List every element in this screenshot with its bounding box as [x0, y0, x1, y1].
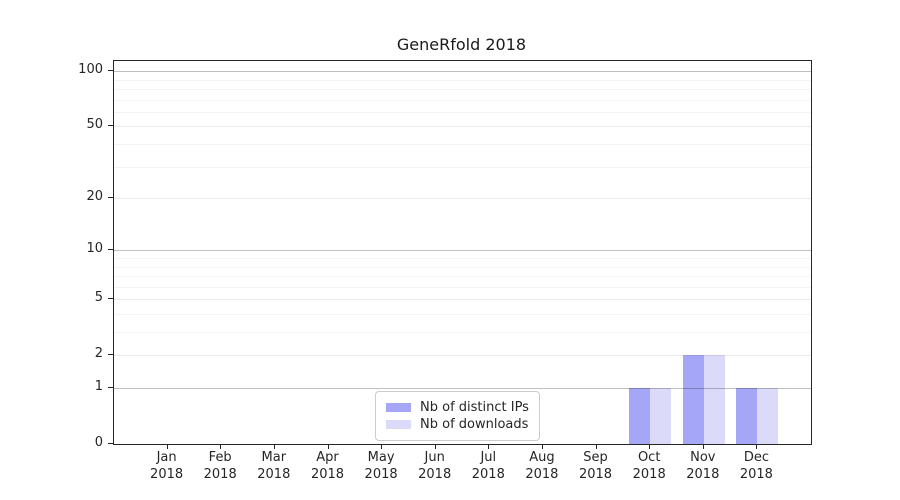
x-tick-month: Aug: [529, 450, 555, 465]
bar-distinct-ips-oct: [629, 388, 651, 444]
x-tick-month: Mar: [261, 450, 287, 465]
x-tick-label: Nov 2018: [673, 449, 733, 483]
x-tick-mark: [595, 444, 597, 449]
x-tick-year: 2018: [203, 467, 237, 482]
y-tick-label: 100: [78, 62, 103, 78]
x-tick-year: 2018: [578, 467, 613, 482]
gridline-major: [114, 198, 811, 200]
x-tick-month: May: [367, 450, 395, 465]
gridline-minor: [114, 99, 811, 101]
gridline-minor: [114, 286, 811, 288]
x-tick-label: Jan 2018: [137, 449, 197, 483]
x-tick-mark: [273, 444, 275, 449]
x-tick-year: 2018: [364, 467, 398, 482]
y-tick-mark: [108, 197, 113, 199]
gridline-minor: [114, 276, 811, 277]
bar-downloads-nov: [703, 355, 725, 444]
legend-swatch-distinct-ips: [386, 403, 411, 412]
gridline-major: [114, 299, 811, 301]
legend: Nb of distinct IPs Nb of downloads: [375, 391, 540, 441]
x-tick-mark: [541, 444, 543, 449]
x-tick-mark: [220, 444, 222, 449]
x-tick-month: Dec: [743, 450, 769, 465]
x-tick-year: 2018: [525, 467, 559, 482]
gridline-minor: [114, 89, 811, 90]
legend-label-downloads: Nb of downloads: [420, 417, 529, 432]
x-tick-year: 2018: [418, 467, 452, 482]
x-tick-mark: [327, 444, 329, 449]
x-tick-label: Oct 2018: [619, 449, 679, 483]
gridline-minor: [114, 258, 811, 259]
x-tick-month: Jul: [480, 450, 497, 465]
legend-item-distinct-ips: Nb of distinct IPs: [386, 399, 529, 416]
bar-distinct-ips-dec: [736, 388, 758, 444]
bar-distinct-ips-nov: [682, 355, 704, 444]
x-tick-year: 2018: [471, 467, 505, 482]
x-tick-month: Jun: [424, 450, 445, 465]
gridline-major: [114, 126, 811, 128]
y-tick-label: 20: [86, 189, 103, 205]
x-tick-year: 2018: [310, 467, 345, 482]
x-tick-label: Dec 2018: [726, 449, 786, 483]
y-tick-label: 2: [94, 346, 103, 362]
gridline-major: [114, 355, 811, 357]
x-tick-month: Apr: [316, 450, 339, 465]
x-tick-year: 2018: [257, 467, 291, 482]
x-tick-year: 2018: [150, 467, 184, 482]
gridline-minor: [114, 79, 811, 81]
x-tick-month: Jan: [156, 450, 177, 465]
x-tick-year: 2018: [686, 467, 720, 482]
y-tick-mark: [108, 70, 113, 72]
x-tick-label: Jun 2018: [405, 449, 465, 483]
gridline-minor: [114, 111, 811, 113]
y-tick-mark: [108, 125, 113, 127]
y-tick-mark: [108, 249, 113, 251]
x-tick-year: 2018: [739, 467, 773, 482]
y-tick-mark: [108, 387, 113, 388]
gridline-major: [114, 250, 811, 252]
x-tick-month: Feb: [208, 450, 232, 465]
x-tick-mark: [166, 444, 168, 449]
x-tick-label: Jul 2018: [458, 449, 518, 483]
x-tick-mark: [434, 444, 436, 449]
x-tick-mark: [488, 444, 490, 449]
legend-swatch-downloads: [386, 420, 411, 429]
gridline-minor: [114, 266, 811, 268]
x-tick-mark: [756, 444, 758, 449]
chart-title: GeneRfold 2018: [396, 35, 527, 54]
y-tick-label: 5: [94, 290, 103, 306]
x-tick-month: Oct: [637, 450, 661, 465]
gridline-major: [114, 71, 811, 73]
legend-label-distinct-ips: Nb of distinct IPs: [420, 400, 529, 415]
x-tick-mark: [702, 444, 704, 449]
x-tick-label: Mar 2018: [244, 449, 304, 483]
bar-downloads-oct: [650, 388, 672, 444]
plot-area: [113, 60, 812, 445]
gridline-minor: [114, 314, 811, 315]
y-tick-mark: [108, 298, 113, 300]
x-tick-mark: [381, 444, 383, 449]
y-tick-mark: [108, 443, 113, 444]
y-tick-label: 0: [94, 435, 103, 450]
gridline-minor: [114, 332, 811, 333]
x-tick-label: May 2018: [351, 449, 411, 483]
y-tick-mark: [108, 354, 113, 356]
x-tick-month: Nov: [690, 450, 716, 465]
x-tick-mark: [649, 444, 651, 449]
bar-downloads-dec: [757, 388, 779, 444]
x-tick-month: Sep: [583, 450, 608, 465]
gridline-minor: [114, 166, 811, 168]
gridline-minor: [114, 144, 811, 145]
x-tick-label: Feb 2018: [190, 449, 250, 483]
gridline-major: [114, 388, 811, 389]
legend-item-downloads: Nb of downloads: [386, 416, 529, 433]
x-tick-label: Apr 2018: [298, 449, 358, 483]
x-tick-label: Aug 2018: [512, 449, 572, 483]
y-tick-label: 1: [94, 379, 103, 394]
y-tick-label: 50: [86, 117, 103, 133]
y-tick-label: 10: [86, 241, 103, 257]
x-tick-label: Sep 2018: [566, 449, 626, 483]
x-tick-year: 2018: [632, 467, 666, 482]
